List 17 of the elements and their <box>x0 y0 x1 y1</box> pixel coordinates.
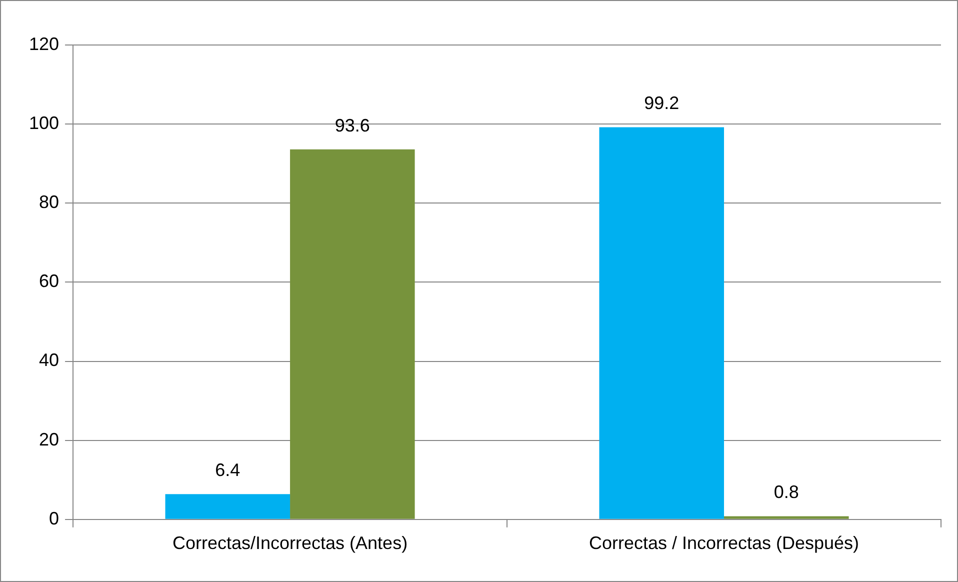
bar <box>599 127 724 519</box>
data-label: 99.2 <box>644 93 680 114</box>
y-tick-label: 80 <box>39 192 60 212</box>
bar <box>724 516 849 519</box>
y-tick-label: 60 <box>39 271 60 292</box>
y-tick-label: 0 <box>49 508 60 528</box>
bar <box>165 494 290 519</box>
data-label: 0.8 <box>774 482 799 502</box>
data-label: 6.4 <box>215 460 240 480</box>
x-tick-label: Correctas/Incorrectas (Antes) <box>172 533 408 554</box>
x-tick-label: Correctas / Incorrectas (Después) <box>588 533 860 554</box>
y-tick-label: 100 <box>28 113 60 134</box>
data-label: 93.6 <box>334 115 370 136</box>
bar <box>290 149 415 519</box>
y-tick-label: 40 <box>39 350 60 370</box>
y-tick-label: 120 <box>28 34 60 54</box>
y-tick-label: 20 <box>39 429 60 450</box>
